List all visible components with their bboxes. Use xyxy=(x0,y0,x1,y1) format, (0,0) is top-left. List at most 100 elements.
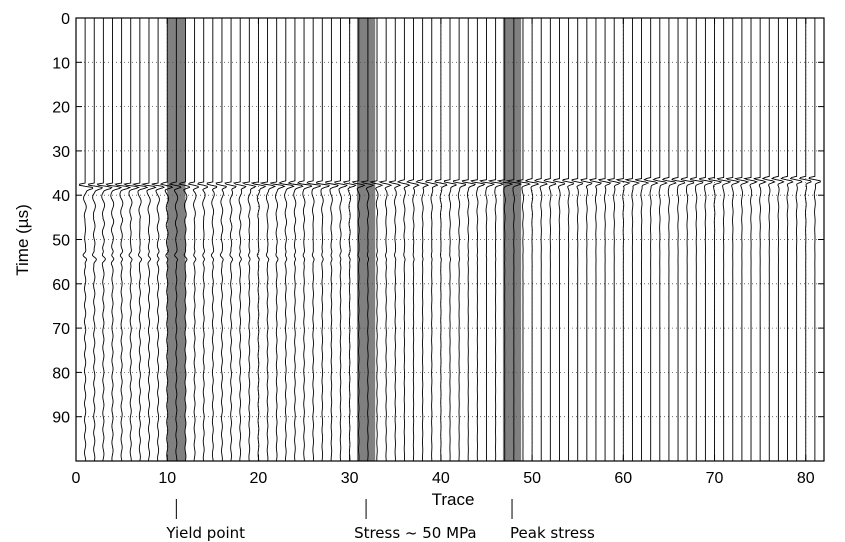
trace-51 xyxy=(533,18,548,461)
trace-67 xyxy=(680,18,695,461)
trace-44 xyxy=(470,18,486,462)
trace-15 xyxy=(206,18,218,462)
trace-34 xyxy=(378,18,393,462)
y-tick-label-0: 0 xyxy=(61,11,70,28)
y-tick-label-2: 20 xyxy=(52,100,70,117)
trace-24 xyxy=(287,18,304,462)
trace-waveforms xyxy=(78,18,821,462)
highlight-band-2 xyxy=(356,18,376,461)
trace-62 xyxy=(635,18,650,461)
trace-52 xyxy=(543,18,557,461)
trace-26 xyxy=(306,18,321,462)
trace-38 xyxy=(415,18,430,462)
highlight-bands xyxy=(167,18,522,461)
trace-2 xyxy=(88,18,103,462)
trace-25 xyxy=(296,18,313,462)
trace-78 xyxy=(780,18,794,461)
trace-76 xyxy=(761,18,776,461)
x-axis-title: Trace xyxy=(432,490,475,509)
trace-22 xyxy=(270,18,286,462)
trace-36 xyxy=(396,18,411,462)
y-tick-label-5: 50 xyxy=(52,233,70,250)
trace-30 xyxy=(342,18,357,462)
trace-56 xyxy=(580,18,593,461)
trace-79 xyxy=(789,18,803,461)
annotation-label-1: Yield point xyxy=(165,524,245,542)
trace-61 xyxy=(624,18,641,461)
y-tick-label-4: 40 xyxy=(52,188,70,205)
trace-45 xyxy=(479,18,496,462)
trace-53 xyxy=(552,18,565,461)
trace-29 xyxy=(334,18,348,462)
trace-74 xyxy=(743,18,758,461)
trace-33 xyxy=(369,18,384,462)
trace-58 xyxy=(597,18,612,461)
trace-37 xyxy=(406,18,420,462)
x-tick-label-3: 30 xyxy=(341,470,359,487)
trace-7 xyxy=(131,18,149,462)
trace-68 xyxy=(690,18,704,461)
trace-77 xyxy=(770,18,785,461)
trace-65 xyxy=(661,18,677,461)
y-tick-label-3: 30 xyxy=(52,144,70,161)
trace-60 xyxy=(615,18,631,461)
grid-lines xyxy=(76,18,824,461)
trace-21 xyxy=(259,18,277,462)
trace-59 xyxy=(606,18,622,461)
y-tick-label-7: 70 xyxy=(52,321,70,338)
x-tick-label-4: 40 xyxy=(432,470,450,487)
trace-71 xyxy=(716,18,732,461)
trace-66 xyxy=(671,18,686,461)
trace-43 xyxy=(461,18,476,462)
trace-5 xyxy=(114,18,132,462)
y-axis-ticks: 0 10 20 30 40 50 60 70 80 90 xyxy=(52,11,824,427)
trace-31 xyxy=(351,18,366,462)
trace-11 xyxy=(169,18,182,462)
trace-8 xyxy=(140,18,157,462)
y-tick-label-9: 90 xyxy=(52,410,70,427)
trace-1 xyxy=(78,18,94,462)
trace-12 xyxy=(178,18,191,462)
trace-47 xyxy=(496,18,514,461)
x-tick-label-0: 0 xyxy=(72,470,81,487)
trace-64 xyxy=(652,18,668,461)
x-tick-label-2: 20 xyxy=(250,470,268,487)
trace-48 xyxy=(505,18,523,462)
trace-3 xyxy=(96,18,113,462)
trace-42 xyxy=(452,18,467,462)
y-tick-label-1: 10 xyxy=(52,55,70,72)
x-axis-ticks: 0 10 20 30 40 50 60 70 80 xyxy=(72,18,815,487)
annotations: Yield point Stress ~ 50 MPa Peak stress xyxy=(165,499,595,542)
trace-16 xyxy=(215,18,227,462)
trace-9 xyxy=(151,18,165,462)
trace-49 xyxy=(516,18,531,462)
trace-70 xyxy=(707,18,723,461)
trace-75 xyxy=(753,18,767,461)
trace-18 xyxy=(232,18,247,461)
trace-80 xyxy=(799,18,812,461)
trace-69 xyxy=(699,18,714,461)
trace-27 xyxy=(315,18,330,462)
x-tick-label-6: 60 xyxy=(614,470,632,487)
x-tick-label-5: 50 xyxy=(523,470,541,487)
trace-32 xyxy=(360,18,375,462)
trace-23 xyxy=(278,18,295,462)
y-axis-title: Time (µs) xyxy=(13,204,32,276)
trace-19 xyxy=(241,18,257,462)
trace-50 xyxy=(524,18,540,462)
trace-17 xyxy=(224,18,237,462)
trace-73 xyxy=(734,18,750,461)
x-tick-label-1: 10 xyxy=(158,470,176,487)
trace-41 xyxy=(443,18,457,462)
x-tick-label-7: 70 xyxy=(706,470,724,487)
trace-81 xyxy=(808,18,821,461)
trace-46 xyxy=(487,18,505,462)
trace-13 xyxy=(187,18,199,462)
trace-55 xyxy=(571,18,584,461)
trace-6 xyxy=(123,18,140,462)
trace-39 xyxy=(424,18,439,462)
trace-20 xyxy=(250,18,267,462)
x-tick-label-8: 80 xyxy=(797,470,815,487)
y-tick-label-8: 80 xyxy=(52,365,70,382)
